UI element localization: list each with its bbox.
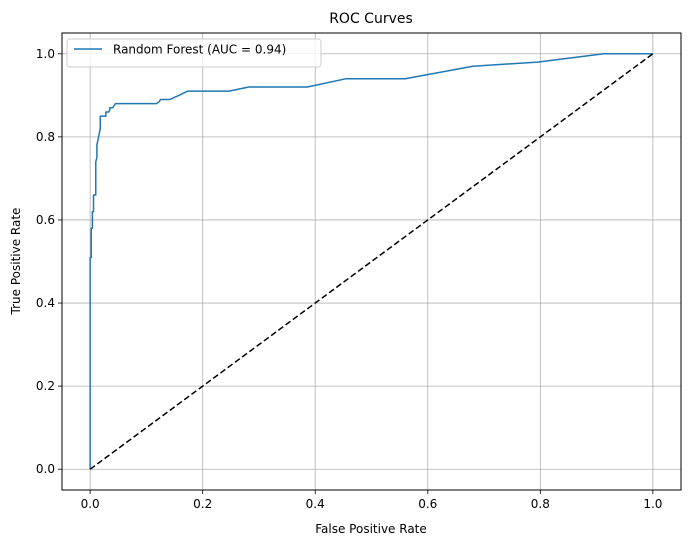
x-tick-label: 0.2	[193, 497, 212, 511]
y-axis-label: True Positive Rate	[9, 208, 23, 316]
axis-ticks: 0.0 0.2 0.4 0.6 0.8 1.0 0.0 0.2 0.4 0.6 0.8 1.0	[36, 47, 663, 511]
y-tick-label: 1.0	[36, 47, 55, 61]
y-tick-label: 0.8	[36, 130, 55, 144]
chart-title: ROC Curves	[329, 11, 413, 27]
x-tick-label: 0.6	[418, 497, 437, 511]
x-tick-label: 1.0	[643, 497, 662, 511]
x-axis-label: False Positive Rate	[315, 522, 427, 536]
y-tick-label: 0.4	[36, 296, 55, 310]
y-tick-label: 0.2	[36, 379, 55, 393]
y-tick-label: 0.6	[36, 213, 55, 227]
legend-label-random-forest: Random Forest (AUC = 0.94)	[113, 43, 286, 57]
series-line-random-forest	[89, 53, 653, 470]
y-tick-label: 0.0	[36, 462, 55, 476]
x-tick-label: 0.0	[81, 497, 100, 511]
x-tick-label: 0.4	[306, 497, 325, 511]
plot-frame	[61, 32, 682, 491]
series-lines	[89, 53, 654, 470]
x-tick-label: 0.8	[531, 497, 550, 511]
legend: Random Forest (AUC = 0.94)	[66, 38, 322, 68]
legend-box	[66, 38, 322, 68]
